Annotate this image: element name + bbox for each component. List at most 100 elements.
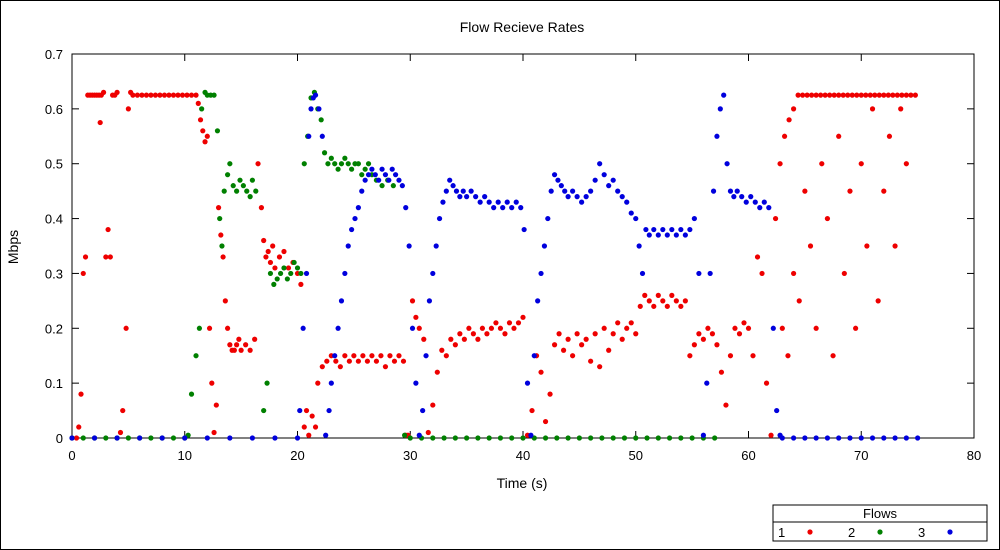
data-point xyxy=(294,265,301,271)
data-point xyxy=(409,325,416,331)
data-point xyxy=(700,432,707,438)
data-point xyxy=(642,292,648,298)
data-point xyxy=(504,199,510,205)
data-point xyxy=(651,226,657,233)
data-point xyxy=(633,331,639,337)
data-point xyxy=(669,292,675,298)
data-point xyxy=(588,435,594,441)
data-point xyxy=(426,298,433,304)
data-point xyxy=(175,92,181,98)
data-point xyxy=(450,183,456,189)
data-point xyxy=(206,325,213,331)
data-point xyxy=(80,435,86,441)
data-point xyxy=(644,435,650,441)
data-point xyxy=(420,407,426,414)
data-point xyxy=(134,92,140,98)
data-point xyxy=(382,172,389,178)
data-point xyxy=(362,177,368,183)
data-point xyxy=(506,320,513,326)
data-point xyxy=(574,331,580,337)
data-point xyxy=(840,92,846,98)
data-point xyxy=(610,331,616,337)
data-point xyxy=(303,270,310,277)
data-point xyxy=(416,432,422,438)
data-point xyxy=(761,199,767,205)
data-point xyxy=(673,232,679,238)
x-tick-label: 0 xyxy=(68,448,75,463)
data-point xyxy=(795,92,801,98)
data-point xyxy=(731,194,737,200)
legend-title: Flows xyxy=(863,506,897,521)
data-point xyxy=(378,353,384,359)
data-point xyxy=(184,92,190,98)
data-point xyxy=(867,92,873,98)
data-point xyxy=(440,199,446,205)
data-point xyxy=(349,226,355,233)
data-point xyxy=(555,177,561,183)
data-point xyxy=(606,347,612,353)
data-point xyxy=(362,166,368,172)
data-point xyxy=(271,281,277,287)
legend-entry-label: 2 xyxy=(848,525,855,540)
data-point xyxy=(894,92,900,98)
data-point xyxy=(796,298,802,304)
data-point xyxy=(166,92,172,98)
data-point xyxy=(298,270,304,277)
data-point xyxy=(423,353,429,359)
data-point xyxy=(610,177,616,183)
data-point xyxy=(770,325,776,331)
data-point xyxy=(493,320,499,326)
data-point xyxy=(500,205,506,211)
data-point xyxy=(752,199,758,205)
legend-box xyxy=(772,504,988,542)
legend-entry-label: 3 xyxy=(918,525,925,540)
data-point xyxy=(338,298,345,304)
data-point xyxy=(308,106,314,112)
data-point xyxy=(836,435,842,441)
data-point xyxy=(727,353,734,359)
data-point xyxy=(524,380,531,386)
data-point xyxy=(836,92,842,98)
data-point xyxy=(853,325,859,331)
data-point xyxy=(82,254,89,260)
data-point xyxy=(365,172,372,178)
data-point xyxy=(152,92,159,98)
data-point xyxy=(560,347,567,353)
data-point xyxy=(515,320,522,326)
data-point xyxy=(802,435,808,441)
data-point xyxy=(285,265,292,271)
data-point xyxy=(100,89,107,95)
data-point xyxy=(421,336,427,342)
data-point xyxy=(636,243,642,249)
data-point xyxy=(813,325,819,331)
data-point xyxy=(303,407,310,414)
data-point xyxy=(574,194,580,200)
data-point xyxy=(709,331,716,337)
data-point xyxy=(319,364,325,370)
data-point xyxy=(781,133,788,139)
data-point xyxy=(224,325,231,331)
data-point xyxy=(224,172,231,178)
data-point xyxy=(824,435,831,441)
data-point xyxy=(619,194,625,200)
data-point xyxy=(73,435,80,441)
data-point xyxy=(369,353,375,359)
data-point xyxy=(214,128,221,134)
data-point xyxy=(886,133,893,139)
y-tick-label: 0 xyxy=(56,431,63,446)
data-point xyxy=(847,188,853,194)
data-point xyxy=(518,205,524,211)
data-point xyxy=(678,303,684,309)
data-point xyxy=(139,92,145,98)
data-point xyxy=(872,92,878,98)
data-point xyxy=(565,435,571,441)
data-point xyxy=(468,188,474,194)
series-2 xyxy=(69,89,718,441)
x-axis: 0 10 20 30 40 50 60 70 80 xyxy=(68,54,981,463)
data-point xyxy=(301,424,307,430)
data-point xyxy=(321,150,328,156)
data-point xyxy=(298,281,304,287)
data-point xyxy=(687,353,693,359)
data-point xyxy=(114,435,120,441)
data-point xyxy=(359,172,365,178)
